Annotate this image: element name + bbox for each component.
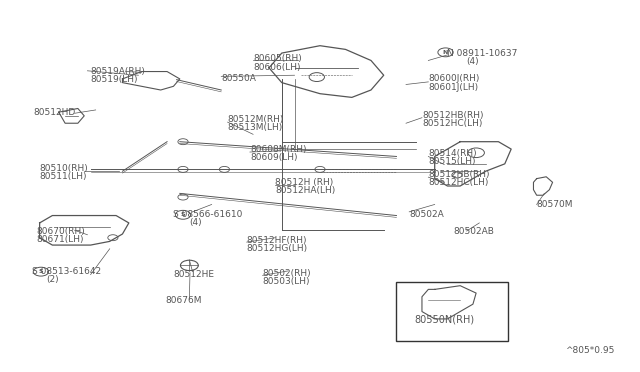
Text: 80502A: 80502A — [409, 210, 444, 219]
Text: (2): (2) — [46, 275, 59, 284]
Text: (4): (4) — [467, 57, 479, 66]
Text: S 08566-61610: S 08566-61610 — [173, 210, 243, 219]
Text: 80512HC(LH): 80512HC(LH) — [428, 178, 489, 187]
Text: 80512HB(RH): 80512HB(RH) — [428, 170, 490, 179]
Text: 80606(LH): 80606(LH) — [253, 63, 301, 72]
Text: 80512HC(LH): 80512HC(LH) — [422, 119, 483, 128]
Text: 80512H (RH): 80512H (RH) — [275, 178, 333, 187]
Text: 80609(LH): 80609(LH) — [250, 153, 298, 162]
Text: S: S — [180, 212, 186, 217]
Circle shape — [178, 166, 188, 172]
Text: 80608M(RH): 80608M(RH) — [250, 145, 307, 154]
Text: ^805*0.95: ^805*0.95 — [565, 346, 614, 355]
Text: 80601J(LH): 80601J(LH) — [428, 83, 479, 92]
Text: 80515(LH): 80515(LH) — [428, 157, 476, 166]
Text: 80512HG(LH): 80512HG(LH) — [246, 244, 308, 253]
Text: 80512M(RH): 80512M(RH) — [228, 115, 284, 124]
Text: 80512HF(RH): 80512HF(RH) — [246, 236, 307, 245]
Text: 80676M: 80676M — [166, 296, 202, 305]
Text: 80550A: 80550A — [221, 74, 256, 83]
Text: 80502(RH): 80502(RH) — [262, 269, 311, 278]
Text: 80513M(LH): 80513M(LH) — [228, 123, 283, 132]
Text: 80514(RH): 80514(RH) — [428, 149, 477, 158]
Text: 80671(LH): 80671(LH) — [36, 235, 84, 244]
Text: 80600J(RH): 80600J(RH) — [428, 74, 480, 83]
Text: 80510(RH): 80510(RH) — [40, 164, 88, 173]
Bar — [396, 282, 508, 341]
Text: 80519(LH): 80519(LH) — [91, 75, 138, 84]
Text: S 08513-61642: S 08513-61642 — [32, 267, 101, 276]
Circle shape — [220, 166, 230, 172]
Text: 80550N(RH): 80550N(RH) — [414, 315, 474, 325]
Text: N 08911-10637: N 08911-10637 — [447, 49, 518, 58]
Circle shape — [178, 194, 188, 200]
Text: 80519A(RH): 80519A(RH) — [91, 67, 145, 76]
Text: 80511(LH): 80511(LH) — [40, 172, 87, 181]
Text: 80512HB(RH): 80512HB(RH) — [422, 111, 483, 121]
Text: S: S — [38, 269, 44, 274]
Text: 80512HA(LH): 80512HA(LH) — [275, 186, 335, 195]
Text: 80570M: 80570M — [537, 200, 573, 209]
Text: 80512HD: 80512HD — [33, 108, 76, 117]
Text: 80605(RH): 80605(RH) — [253, 54, 302, 63]
Circle shape — [178, 139, 188, 145]
Text: 80512HE: 80512HE — [173, 270, 214, 279]
Text: N: N — [443, 50, 448, 55]
Circle shape — [315, 166, 325, 172]
Text: 80503(LH): 80503(LH) — [262, 278, 310, 286]
Text: (4): (4) — [189, 218, 202, 227]
Text: 80502AB: 80502AB — [454, 227, 495, 235]
Text: 80670(RH): 80670(RH) — [36, 227, 85, 235]
